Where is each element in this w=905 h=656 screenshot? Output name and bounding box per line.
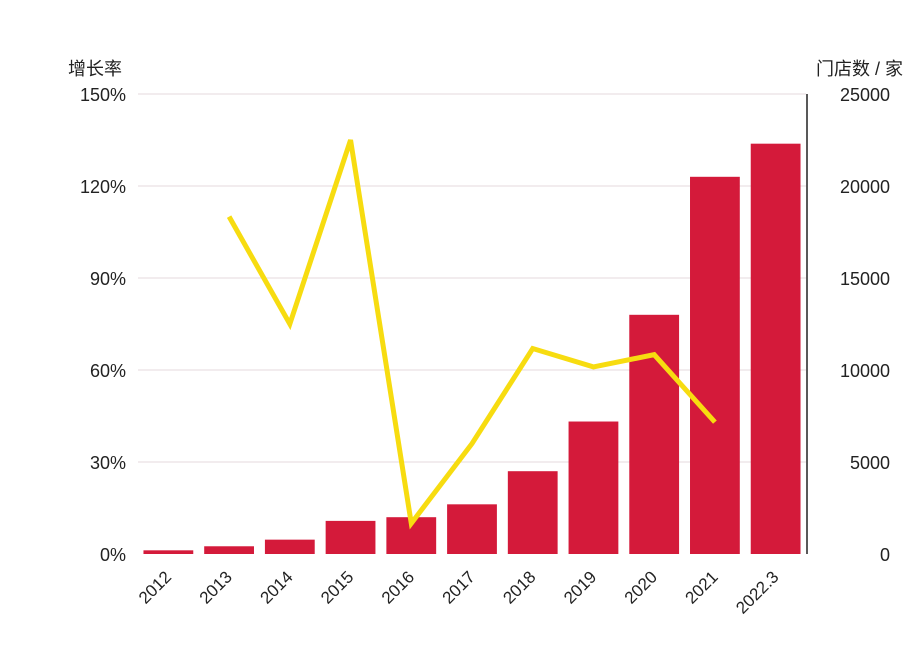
- left-tick-label: 150%: [80, 85, 126, 105]
- right-tick-label: 15000: [840, 269, 890, 289]
- x-tick-label: 2019: [560, 567, 600, 607]
- bar: [629, 314, 680, 554]
- left-axis-ticks: 0% 30% 60% 90% 120% 150%: [80, 85, 126, 565]
- x-tick-label: 2014: [256, 567, 296, 607]
- bar: [750, 143, 801, 554]
- right-tick-label: 5000: [850, 453, 890, 473]
- right-tick-label: 25000: [840, 85, 890, 105]
- x-tick-label: 2016: [378, 567, 418, 607]
- right-tick-label: 0: [880, 545, 890, 565]
- bar: [204, 546, 254, 554]
- x-axis-ticks: 2012 2013 2014 2015 2016 2017 2018 2019 2020 2021…: [135, 567, 782, 617]
- left-tick-label: 120%: [80, 177, 126, 197]
- bar: [690, 176, 740, 555]
- x-tick-label: 2022.3: [732, 567, 782, 617]
- left-axis-title: 增长率: [68, 59, 122, 79]
- x-tick-label: 2018: [499, 567, 539, 607]
- growth-line: [226, 139, 717, 530]
- x-tick-label: 2020: [621, 567, 661, 607]
- right-tick-label: 20000: [840, 177, 890, 197]
- left-tick-label: 60%: [90, 361, 126, 381]
- bar: [325, 520, 376, 554]
- x-tick-label: 2021: [682, 567, 722, 607]
- left-tick-label: 30%: [90, 453, 126, 473]
- right-tick-label: 10000: [840, 361, 890, 381]
- x-tick-label: 2017: [439, 567, 479, 607]
- right-axis-title: 门店数 / 家: [816, 59, 903, 79]
- bar: [447, 504, 497, 554]
- bar: [143, 550, 194, 554]
- bar: [264, 539, 315, 554]
- x-tick-label: 2013: [196, 567, 236, 607]
- left-tick-label: 0%: [100, 545, 126, 565]
- left-tick-label: 90%: [90, 269, 126, 289]
- bar: [568, 421, 619, 554]
- x-tick-label: 2015: [317, 567, 357, 607]
- bars: [143, 143, 801, 555]
- bar: [507, 471, 558, 554]
- x-tick-label: 2012: [135, 567, 175, 607]
- right-axis-ticks: 0 5000 10000 15000 20000 25000: [840, 85, 890, 565]
